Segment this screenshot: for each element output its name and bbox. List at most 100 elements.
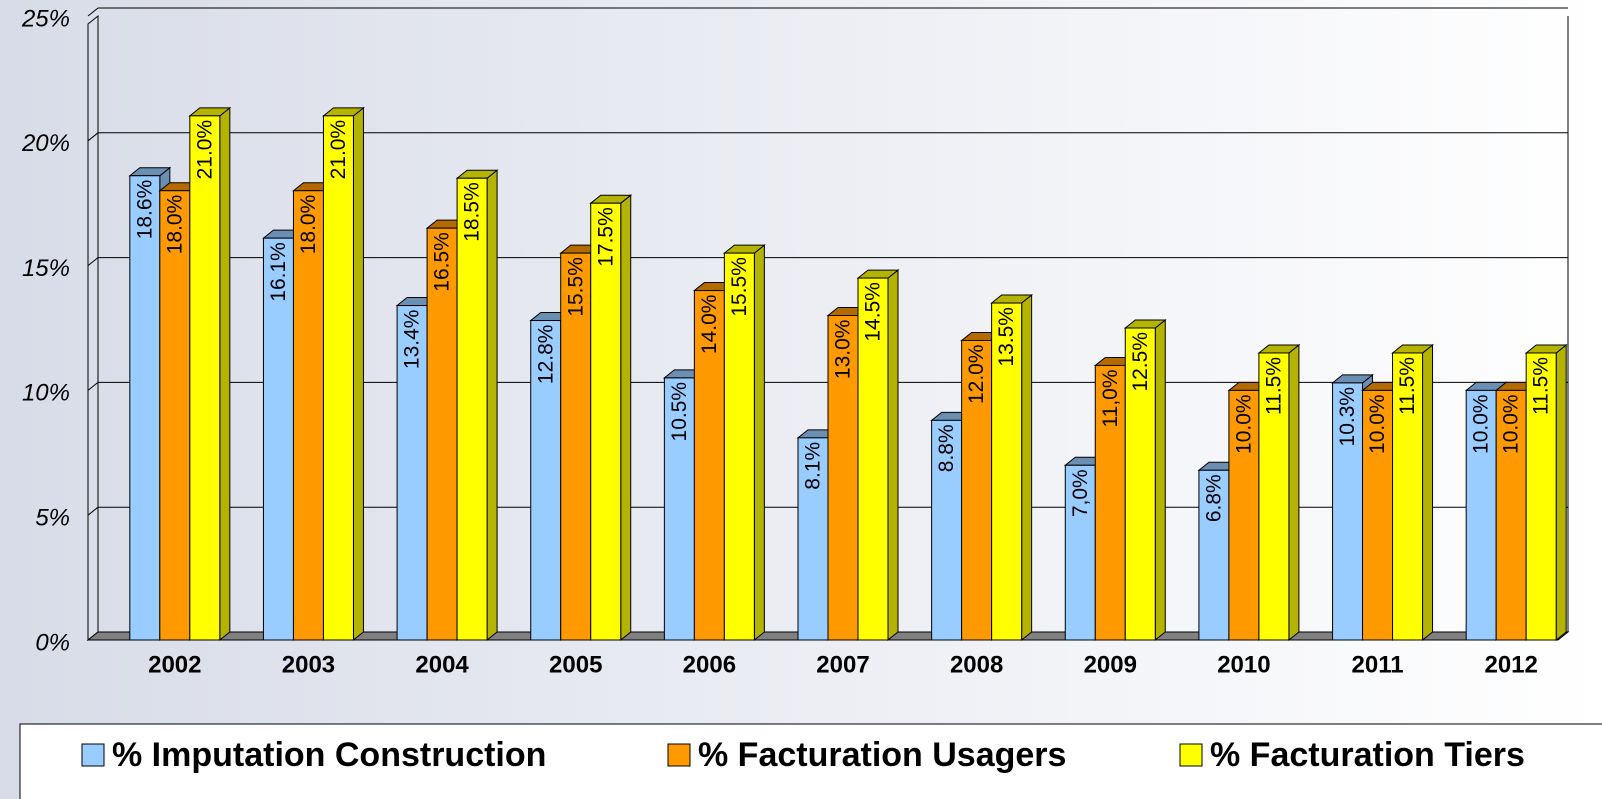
value-label: 14.0% [698,295,721,355]
value-label: 21.0% [327,120,350,180]
value-label: 18.6% [133,180,156,240]
bar-front [961,339,993,641]
value-label: 10.0% [1500,394,1523,454]
value-label: 8.1% [802,442,825,490]
bar [1524,343,1568,642]
bar-front [1228,389,1260,641]
bar-front [797,437,829,641]
value-label: 12.8% [534,325,557,385]
legend-box [19,723,1602,799]
value-label: 10.5% [668,382,691,442]
value-label: 10.0% [1470,394,1493,454]
bar-side [1154,318,1166,642]
x-tick-label: 2004 [415,651,469,678]
bar [322,106,365,642]
bar-side [753,244,765,642]
bar-side [1288,343,1300,642]
bar [990,293,1034,642]
bar-front [129,175,161,641]
value-label: 18.0% [297,195,320,255]
legend-swatch [81,743,105,767]
bar-front [931,419,963,641]
legend-swatch [667,743,691,767]
bar-front [1124,327,1156,641]
value-label: 10.3% [1336,387,1359,447]
bar-front [1258,352,1290,641]
value-label: 11.5% [1530,357,1553,415]
value-label: 18.5% [461,182,484,242]
grid-line-side [87,132,99,142]
bar-front [1465,389,1497,641]
value-label: 12.0% [965,344,988,404]
bar-front [1495,389,1527,641]
value-label: 17.5% [594,207,617,267]
grid-line-side [87,257,99,266]
value-label: 15.5% [564,257,587,317]
value-label: 14.5% [862,282,885,342]
y-tick-label: 10% [22,380,70,407]
bar [188,106,232,642]
value-label: 16.5% [431,232,454,292]
bar-front [1332,382,1364,641]
bar-side [1555,343,1567,642]
bar-front [1094,364,1126,641]
bar [856,269,900,642]
x-tick-label: 2008 [950,651,1003,678]
bar-front [1198,469,1230,641]
bar [722,244,766,642]
y-tick-label: 25% [21,5,70,32]
x-tick-label: 2011 [1352,651,1404,678]
value-label: 11.5% [1262,357,1285,415]
value-label: 15.5% [728,257,751,317]
value-label: 13.5% [995,307,1018,367]
bar-side [1021,293,1033,642]
bar-side [352,106,364,642]
bar [1123,318,1167,642]
bar-front [723,252,755,641]
value-label: 16.1% [267,242,290,302]
x-tick-label: 2009 [1084,651,1137,678]
y-tick-label: 5% [35,505,70,532]
x-tick-label: 2006 [683,651,736,678]
bar-front [560,252,592,641]
bar [425,219,469,642]
value-label: 11.5% [1396,357,1419,415]
value-label: 12.5% [1129,332,1152,392]
bar [455,169,499,642]
bar-front [693,290,725,641]
x-tick-label: 2012 [1484,651,1537,678]
y-tick-label: 15% [22,255,70,282]
bar-front [426,227,458,641]
value-label: 21.0% [193,120,216,180]
bar-front [292,190,324,641]
legend-label: % Facturation Tiers [1210,736,1525,774]
bar-side [1422,343,1434,642]
value-label: 10.0% [1232,394,1255,454]
bar-front [1525,352,1557,641]
bar-front [590,202,622,641]
legend-label: % Facturation Usagers [698,736,1066,774]
x-tick-label: 2010 [1217,651,1270,678]
bar-side [219,106,231,642]
legend-swatch [1179,743,1203,767]
x-tick-label: 2003 [282,651,335,678]
x-tick-label: 2002 [148,651,201,678]
bar-front [322,115,354,641]
bar-side [486,169,498,642]
y-tick-label: 0% [35,629,70,656]
value-label: 13.0% [832,320,855,380]
bar-front [189,115,221,641]
bar-front [663,377,695,641]
bar-front [1392,352,1424,641]
value-label: 6.8% [1202,474,1225,522]
bar-front [991,302,1023,641]
grid-line-side [87,382,99,391]
bar-front [396,305,428,641]
grid-line-side [87,506,99,516]
x-tick-label: 2005 [549,651,602,678]
value-label: 7,0% [1069,469,1092,517]
grid-line-side [87,7,99,17]
bar-front [1064,464,1096,641]
